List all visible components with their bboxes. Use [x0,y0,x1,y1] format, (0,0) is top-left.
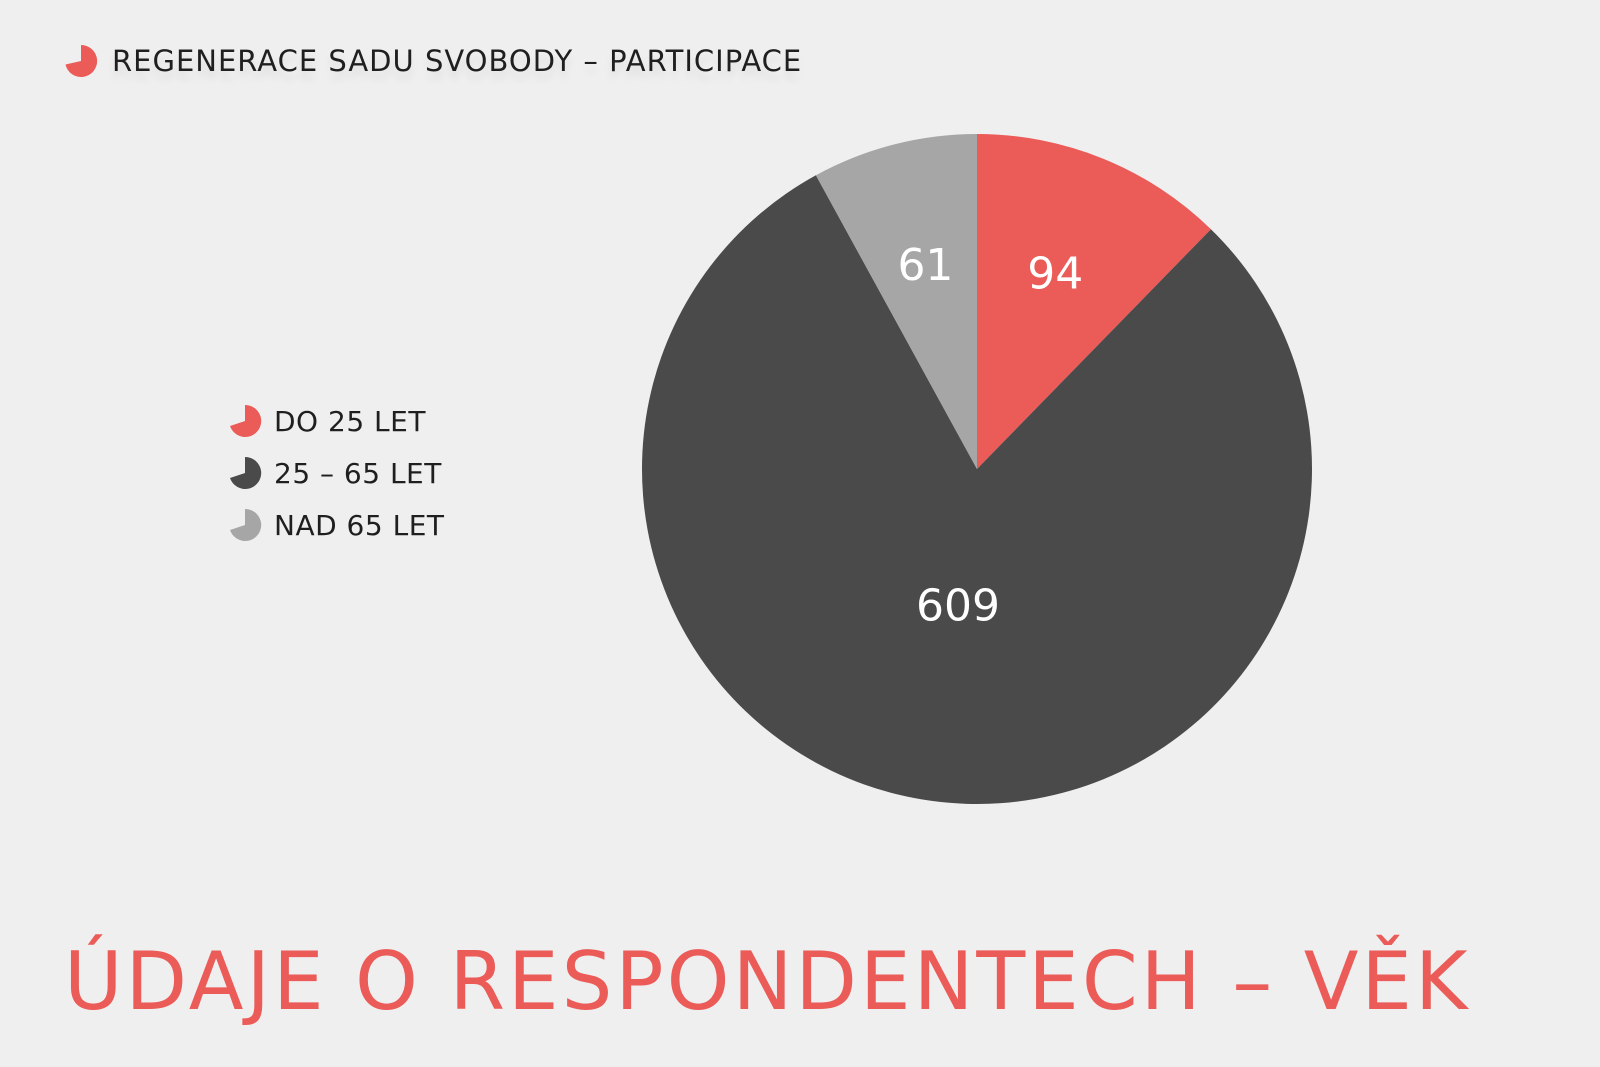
legend-label: DO 25 LET [274,404,426,438]
pie-chart-icon [65,44,98,77]
slice-value-label: 609 [916,580,1000,631]
slice-value-label: 61 [897,240,953,291]
pie-swatch-icon [230,508,262,541]
legend-label: NAD 65 LET [274,508,445,542]
header: REGENERACE SADU SVOBODY – PARTICIPACE [64,44,802,78]
pie-slice-do-25 [977,134,1211,469]
pie-slice-nad-65 [815,134,977,469]
page-title: ÚDAJE O RESPONDENTECH – VĚK [64,935,1471,1028]
legend-label: 25 – 65 LET [274,456,442,490]
pie-swatch-icon [230,456,262,489]
legend-item-do-25: DO 25 LET [228,395,444,447]
header-title: REGENERACE SADU SVOBODY – PARTICIPACE [112,44,803,78]
pie-slice-25-65 [642,175,1313,805]
pie-swatch-icon [230,404,262,437]
slice-value-label: 94 [1027,249,1083,300]
chart-legend: DO 25 LET 25 – 65 LET NAD 65 LET [228,395,444,551]
legend-item-25-65: 25 – 65 LET [228,447,444,499]
legend-item-nad-65: NAD 65 LET [228,499,444,551]
